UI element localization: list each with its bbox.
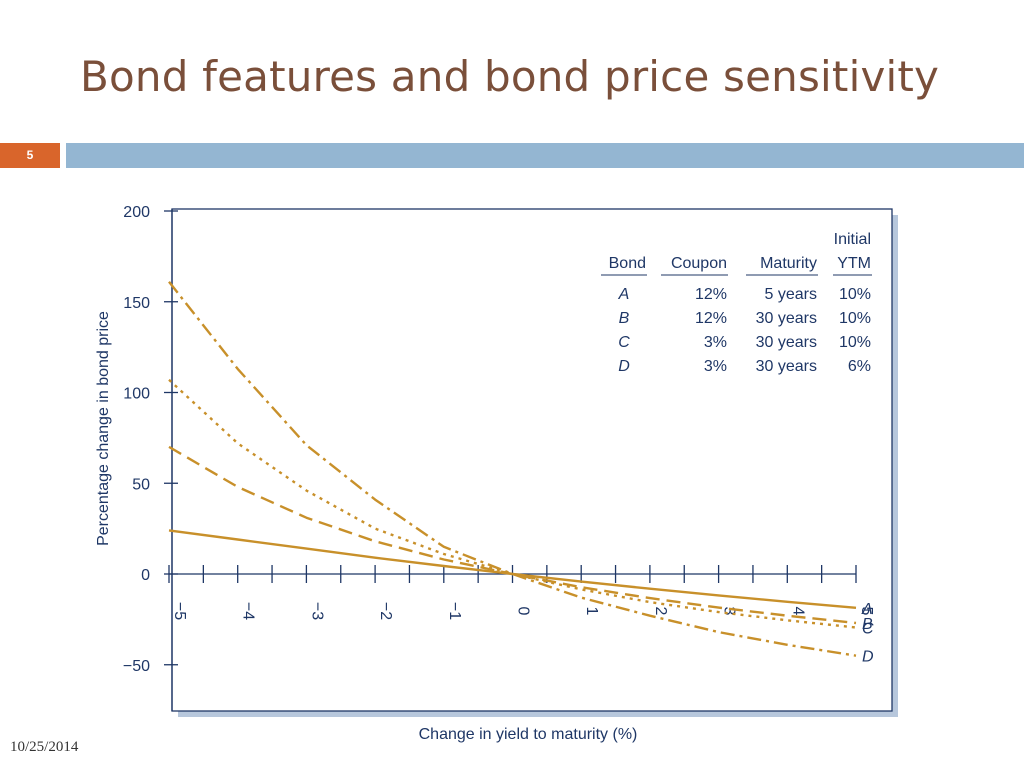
slide-number: 5 — [26, 148, 34, 162]
legend-header: Initial — [834, 231, 871, 248]
x-tick-label: 1 — [583, 607, 600, 616]
y-tick-label: 0 — [141, 567, 150, 584]
legend-cell: 3% — [704, 334, 727, 351]
legend-cell: 10% — [839, 310, 871, 327]
legend-cell: C — [618, 334, 630, 351]
x-tick-label: −5 — [171, 602, 188, 620]
x-tick-label: 0 — [515, 607, 532, 616]
slide-title: Bond features and bond price sensitivity — [80, 52, 940, 101]
x-tick-label: −2 — [377, 602, 394, 620]
legend-cell: 12% — [695, 310, 727, 327]
legend-header: Maturity — [760, 255, 817, 272]
legend-cell: 3% — [704, 358, 727, 375]
x-tick-label: −3 — [308, 602, 325, 620]
y-tick-label: −50 — [123, 658, 150, 675]
legend-cell: 30 years — [756, 334, 817, 351]
legend-cell: 10% — [839, 286, 871, 303]
x-tick-label: −4 — [240, 602, 257, 620]
legend-header: Bond — [609, 255, 646, 272]
x-tick-label: 5 — [858, 607, 875, 616]
y-axis-title: Percentage change in bond price — [95, 311, 112, 546]
legend-header: YTM — [837, 255, 871, 272]
x-axis-title: Change in yield to maturity (%) — [419, 726, 638, 743]
legend-cell: 30 years — [756, 310, 817, 327]
x-tick-label: 2 — [652, 607, 669, 616]
y-tick-label: 50 — [132, 476, 150, 493]
legend-cell: A — [618, 286, 630, 303]
series-label-c: C — [862, 621, 874, 638]
x-tick-label: 4 — [789, 607, 806, 616]
y-tick-label: 200 — [123, 204, 150, 221]
y-tick-label: 100 — [123, 386, 150, 403]
footer-date: 10/25/2014 — [10, 739, 79, 755]
legend-cell: 12% — [695, 286, 727, 303]
legend-cell: 30 years — [756, 358, 817, 375]
legend-cell: 5 years — [765, 286, 817, 303]
x-tick-label: −1 — [446, 602, 463, 620]
legend-cell: D — [618, 358, 630, 375]
y-tick-label: 150 — [123, 295, 150, 312]
series-label-b: B — [862, 616, 873, 633]
series-label-a: A — [861, 601, 873, 618]
legend-cell: B — [619, 310, 630, 327]
series-label-d: D — [862, 649, 874, 666]
series-line-d — [168, 281, 857, 657]
header-bar — [66, 143, 1024, 168]
legend-header: Coupon — [671, 255, 727, 272]
plot-frame — [171, 208, 893, 712]
x-tick-label: 3 — [721, 607, 738, 616]
legend-cell: 6% — [848, 358, 871, 375]
series-line-c — [168, 378, 857, 629]
slide-number-accent — [0, 143, 60, 168]
legend-cell: 10% — [839, 334, 871, 351]
